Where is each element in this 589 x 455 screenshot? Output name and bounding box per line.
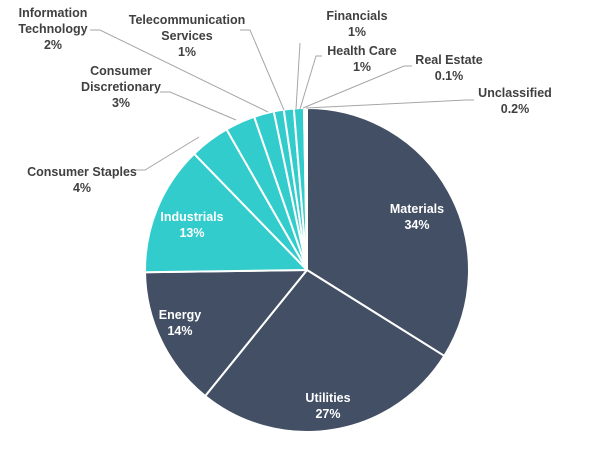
slice-value-industrials: 13% xyxy=(179,226,204,240)
slice-name-financials: Financials xyxy=(326,9,387,23)
pie-slice-utilities xyxy=(204,269,446,433)
pie-slice-industrials xyxy=(144,152,308,274)
leader-line-unclassified xyxy=(305,99,474,109)
slice-value-health-care: 1% xyxy=(353,60,371,74)
slice-label-unclassified: Unclassified 0.2% xyxy=(478,86,552,116)
leader-line-consumer-discretionary xyxy=(160,91,237,121)
slice-label-consumer-staples: Consumer Staples 4% xyxy=(27,165,137,195)
slice-value-financials: 1% xyxy=(348,25,366,39)
slice-label-real-estate: Real Estate 0.1% xyxy=(415,53,482,83)
slice-value-unclassified: 0.2% xyxy=(501,102,530,116)
slice-name-health-care: Health Care xyxy=(327,44,397,58)
leader-line-information-technology xyxy=(90,29,269,113)
slice-label-telecommunication-services: Telecommunication Services 1% xyxy=(129,13,245,59)
slice-name-information-technology: Technology xyxy=(18,22,87,36)
slice-name-telecommunication-services: Services xyxy=(161,29,212,43)
slice-value-energy: 14% xyxy=(167,324,192,338)
leader-line-health-care xyxy=(299,55,322,110)
leader-line-financials xyxy=(295,42,301,110)
slice-name-utilities: Utilities xyxy=(305,391,350,405)
slice-value-consumer-staples: 4% xyxy=(73,181,91,195)
slice-name-real-estate: Real Estate xyxy=(415,53,482,67)
slice-value-telecommunication-services: 1% xyxy=(178,45,196,59)
leader-line-telecommunication-services xyxy=(240,29,285,111)
slice-name-consumer-discretionary: Consumer xyxy=(90,64,152,78)
slice-label-financials: Financials 1% xyxy=(326,9,387,39)
slice-label-utilities: Utilities 27% xyxy=(305,391,350,421)
slice-label-materials: Materials 34% xyxy=(390,202,444,232)
leader-line-consumer-staples xyxy=(136,136,200,171)
slice-name-telecommunication-services: Telecommunication xyxy=(129,13,245,27)
slice-value-utilities: 27% xyxy=(315,407,340,421)
slice-name-industrials: Industrials xyxy=(160,210,223,224)
slice-value-materials: 34% xyxy=(404,218,429,232)
slice-label-consumer-discretionary: Consumer Discretionary 3% xyxy=(81,64,161,110)
slice-name-consumer-discretionary: Discretionary xyxy=(81,80,161,94)
pie-slice-materials xyxy=(306,107,470,357)
slice-name-energy: Energy xyxy=(159,308,201,322)
slice-label-health-care: Health Care 1% xyxy=(327,44,397,74)
slice-name-unclassified: Unclassified xyxy=(478,86,552,100)
slice-name-materials: Materials xyxy=(390,202,444,216)
slice-name-information-technology: Information xyxy=(19,6,88,20)
slice-value-information-technology: 2% xyxy=(44,38,62,52)
leader-line-real-estate xyxy=(302,65,412,109)
slice-value-consumer-discretionary: 3% xyxy=(112,96,130,110)
slice-label-energy: Energy 14% xyxy=(159,308,201,338)
slice-label-industrials: Industrials 13% xyxy=(160,210,223,240)
pie-slice-energy xyxy=(144,269,308,397)
slice-value-real-estate: 0.1% xyxy=(435,69,464,83)
slice-label-information-technology: Information Technology 2% xyxy=(18,6,87,52)
slice-name-consumer-staples: Consumer Staples xyxy=(27,165,137,179)
